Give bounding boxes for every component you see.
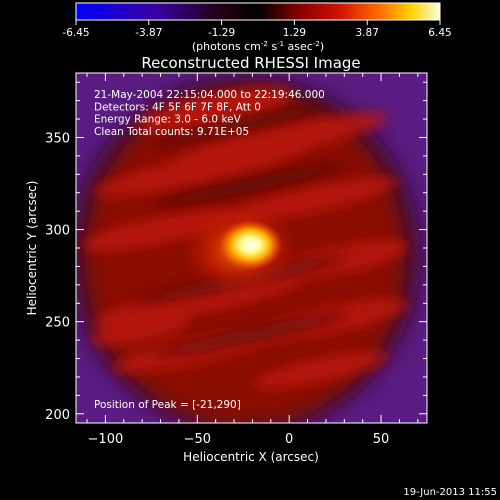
colorbar-tick-label: 6.45 bbox=[428, 27, 451, 39]
y-tick-label: 300 bbox=[45, 224, 70, 239]
colorbar-label: (photons cm-2 s-1 asec-2) bbox=[192, 40, 324, 53]
chart-title: Reconstructed RHESSI Image bbox=[141, 54, 360, 72]
y-tick-label: 200 bbox=[45, 408, 70, 423]
annotation-line: 21-May-2004 22:15:04.000 to 22:19:46.000 bbox=[94, 89, 325, 101]
x-tick-label: −50 bbox=[184, 432, 211, 447]
heatmap-image bbox=[76, 73, 427, 423]
x-tick-label: −100 bbox=[88, 432, 124, 447]
colorbar-ticks: -6.45 -3.87 -1.29 1.29 3.87 6.45 bbox=[62, 20, 452, 39]
annotation-line: Clean Total counts: 9.71E+05 bbox=[94, 126, 249, 138]
y-axis: 200 250 300 350 bbox=[45, 81, 427, 423]
annotation-line: Detectors: 4F 5F 6F 7F 8F, Att 0 bbox=[94, 101, 261, 113]
x-axis-label: Heliocentric X (arcsec) bbox=[183, 450, 319, 464]
colorbar-tick-label: -3.87 bbox=[135, 27, 162, 39]
x-tick-label: 0 bbox=[285, 432, 293, 447]
x-tick-label: 50 bbox=[373, 432, 390, 447]
colorbar-tick-label: -6.45 bbox=[62, 27, 89, 39]
colorbar bbox=[75, 2, 441, 21]
y-axis-label: Heliocentric Y (arcsec) bbox=[25, 181, 39, 316]
colorbar-tick-label: 1.29 bbox=[283, 27, 306, 39]
peak-position-label: Position of Peak = [-21,290] bbox=[94, 399, 241, 411]
y-tick-label: 250 bbox=[45, 316, 70, 331]
y-tick-label: 350 bbox=[45, 131, 70, 146]
annotation-line: Energy Range: 3.0 - 6.0 keV bbox=[94, 114, 242, 126]
colorbar-tick-label: -1.29 bbox=[208, 27, 235, 39]
peak-source bbox=[218, 220, 283, 270]
x-axis: −100 −50 0 50 bbox=[86, 73, 419, 447]
footer-timestamp: 19-Jun-2013 11:55 bbox=[403, 487, 497, 498]
colorbar-tick-label: 3.87 bbox=[356, 27, 379, 39]
annotation-block: 21-May-2004 22:15:04.000 to 22:19:46.000… bbox=[94, 89, 325, 138]
